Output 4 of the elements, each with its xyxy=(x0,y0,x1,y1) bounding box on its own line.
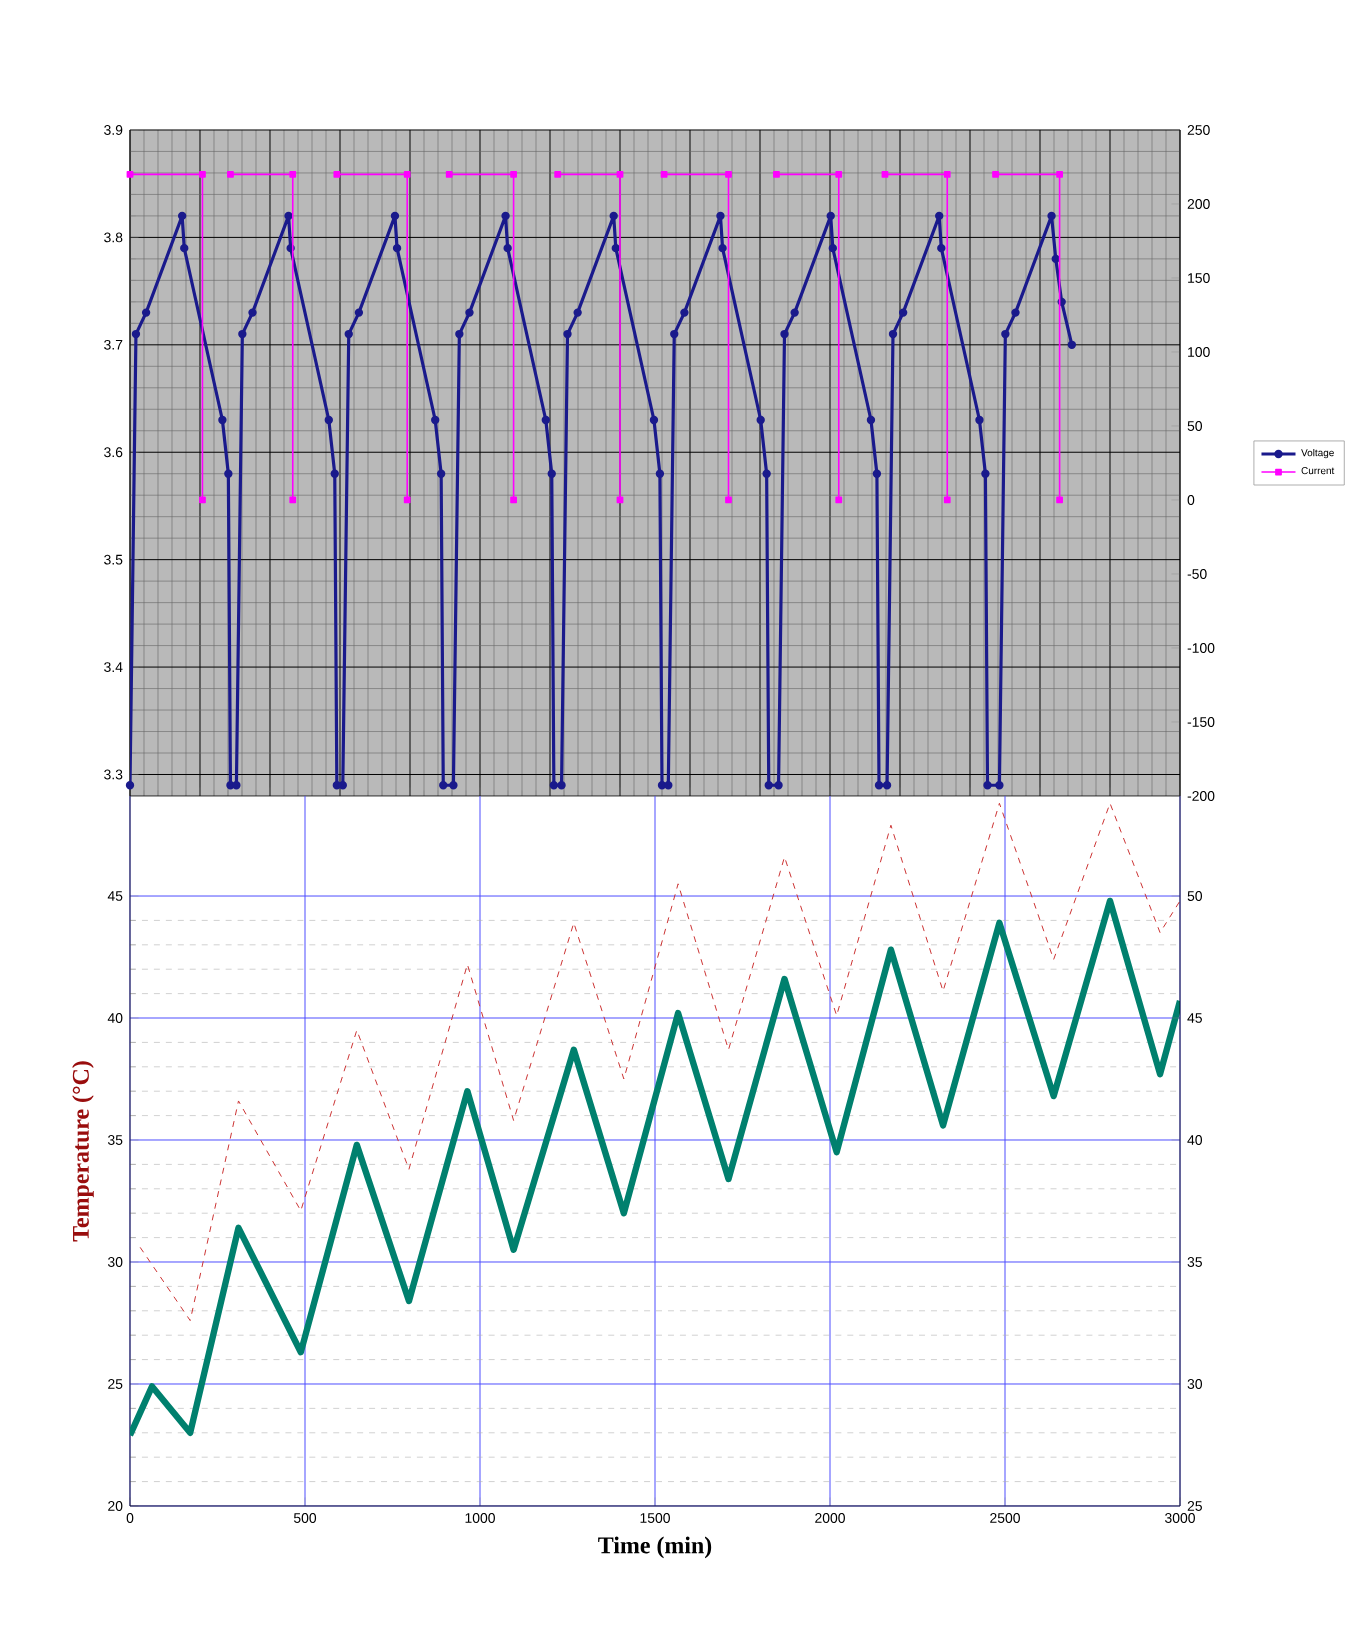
line-series xyxy=(130,897,1181,1439)
y-axis-title: Temperature (°C) xyxy=(72,1061,94,1242)
x-axis-title: Time (min) xyxy=(598,1536,712,1559)
line-series xyxy=(139,802,1181,1322)
